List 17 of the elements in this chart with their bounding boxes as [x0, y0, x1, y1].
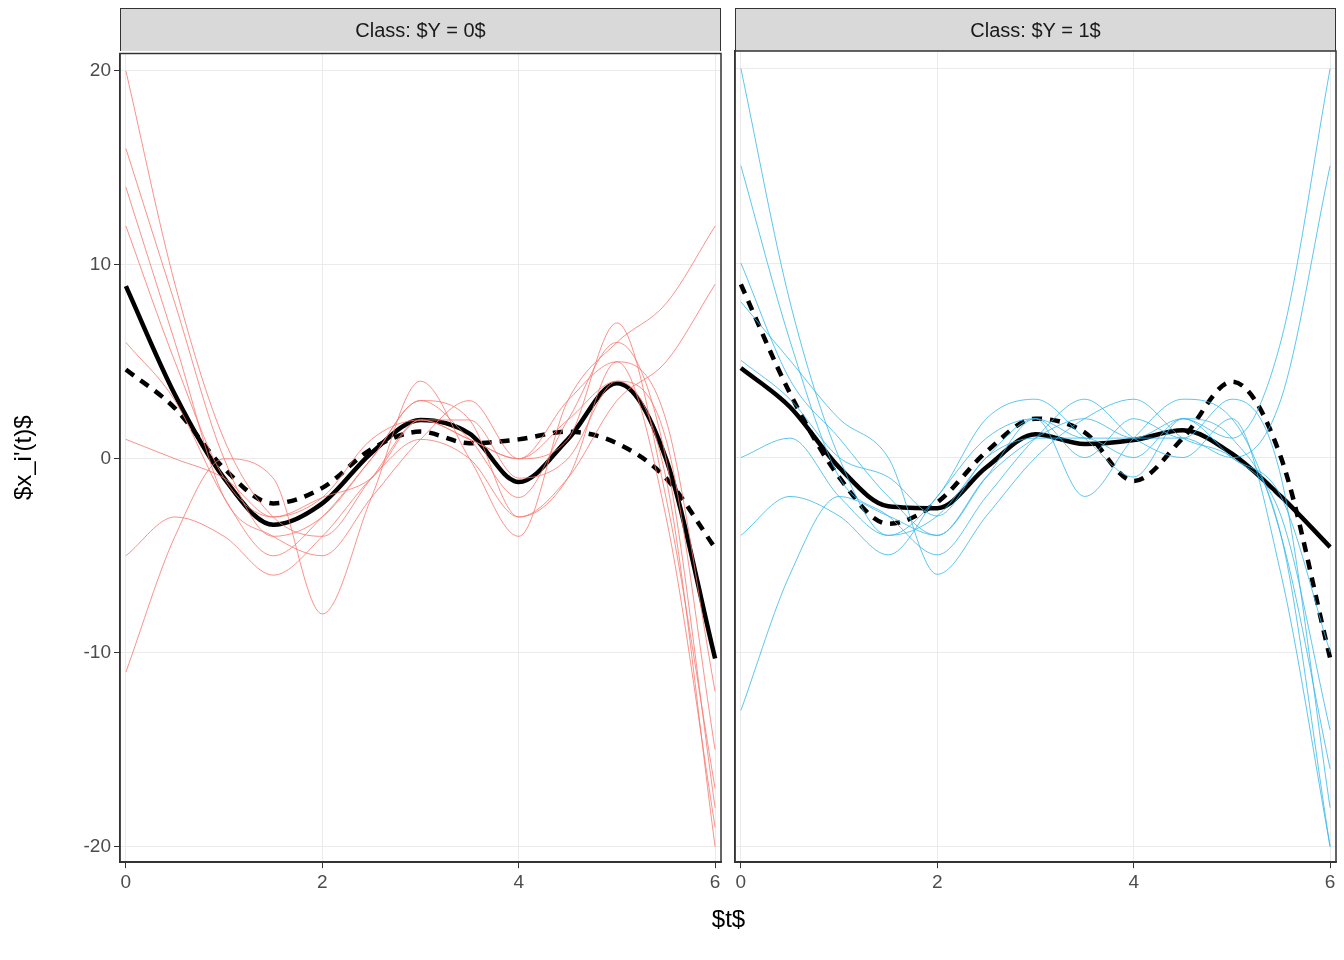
x-tick-label: 4 [1128, 870, 1140, 892]
x-tick-label: 0 [120, 870, 132, 892]
y-tick-label: 10 [89, 253, 111, 275]
x-tick-label: 6 [1324, 870, 1336, 892]
chart-title: Class: $Y = 1$ [735, 8, 1336, 51]
x-tick-label: 4 [513, 870, 525, 892]
x-tick-label: 2 [932, 870, 943, 892]
y-tick-label: -10 [83, 640, 111, 662]
x-tick-label: 0 [735, 870, 747, 892]
y-tick-label: 20 [89, 59, 111, 81]
x-tick-label: 2 [317, 870, 328, 892]
y-tick-label: 0 [100, 447, 111, 468]
y-axis-title: $x_i'(t)$ [9, 415, 37, 501]
y-tick-label: -20 [83, 834, 111, 856]
x-axis-title: $t$ [710, 905, 747, 933]
chart-title: Class: $Y = 0$ [120, 8, 721, 51]
x-tick-label: 6 [709, 870, 721, 892]
